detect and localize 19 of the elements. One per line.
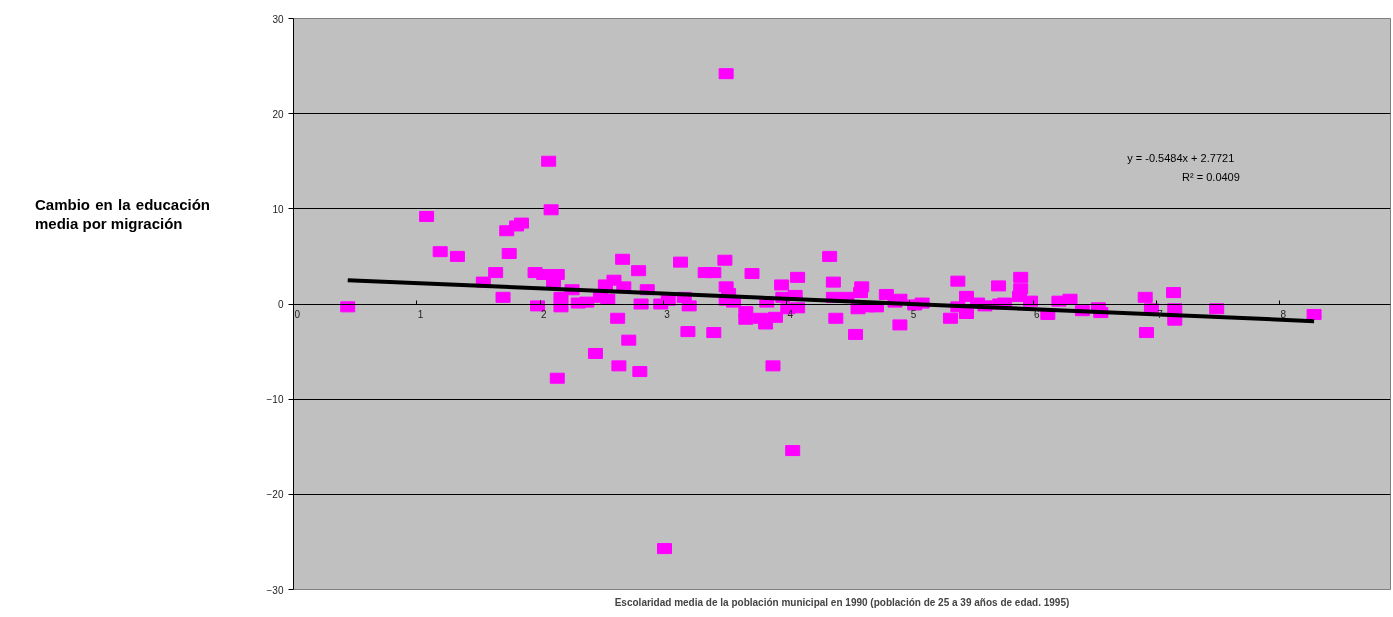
x-tick-label: 1 (417, 309, 424, 320)
x-tick-label: 6 (1034, 309, 1041, 320)
y-tick-label: −20 (266, 489, 284, 501)
y-tick-label: −30 (266, 584, 284, 596)
annotation: R² = 0.0409 (1182, 170, 1240, 183)
y-tick-label: −10 (266, 394, 284, 406)
x-tick-label: 3 (664, 309, 671, 320)
y-tick-label: 20 (272, 108, 284, 120)
x-tick-label: 2 (541, 309, 548, 320)
x-tick-label: 7 (1157, 309, 1164, 320)
annotation: y = -0.5484x + 2.7721 (1127, 152, 1235, 165)
x-tick-label: 5 (910, 309, 917, 320)
x-tick-label: 0 (294, 309, 301, 320)
y-tick-label: 10 (272, 203, 284, 215)
y-tick-label: 0 (277, 299, 284, 310)
x-axis-title: Escolaridad media de la población municipal en 1990 (población de 25 a 39 años de edad. 1995) (614, 596, 1070, 608)
y-tick-label: 30 (272, 13, 284, 25)
y-axis-title: Cambio en la educación media por migración (35, 196, 210, 234)
x-tick-label: 8 (1280, 309, 1287, 320)
